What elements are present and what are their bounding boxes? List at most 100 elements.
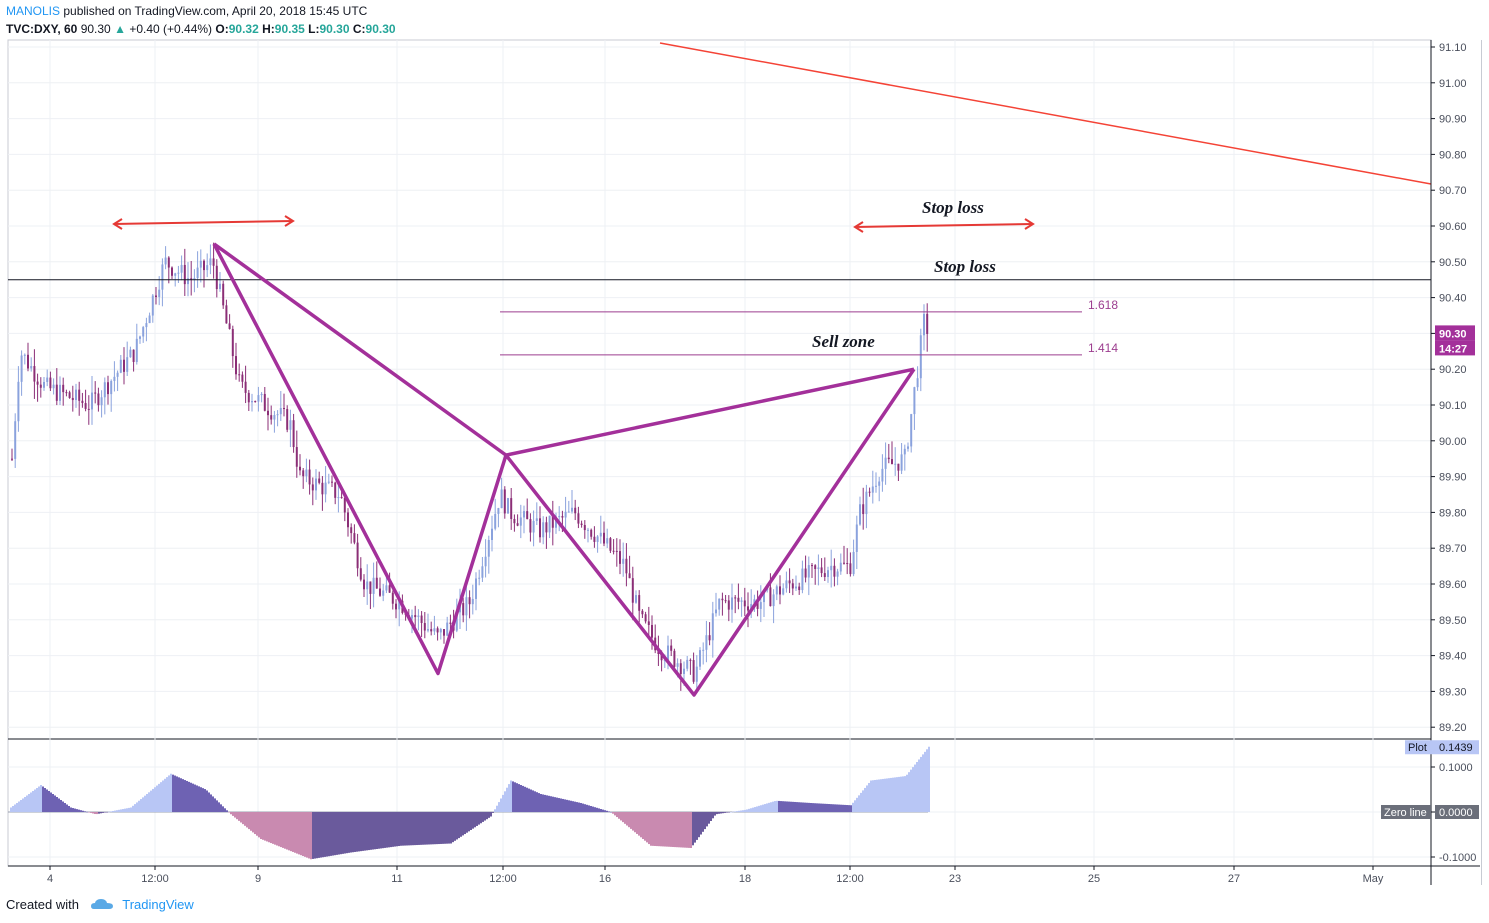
histogram-bar — [560, 798, 562, 812]
histogram-bar — [428, 812, 430, 845]
candle-body — [881, 468, 884, 482]
candle-body — [119, 359, 122, 373]
candle-body — [398, 600, 401, 610]
tradingview-link[interactable]: TradingView — [122, 897, 194, 912]
candle-body — [388, 585, 391, 593]
histogram-bar — [426, 812, 428, 845]
histogram-bar — [410, 812, 412, 846]
candle-body — [641, 610, 644, 615]
histogram-bar — [894, 777, 896, 812]
histogram-bar — [598, 808, 600, 812]
histogram-bar — [354, 812, 356, 852]
histogram-bar — [684, 812, 686, 848]
histogram-bar — [232, 812, 234, 816]
histogram-bar — [56, 797, 58, 812]
histogram-bar — [280, 812, 282, 848]
histogram-bar — [30, 792, 32, 812]
histogram-bar — [720, 812, 722, 814]
y-tick-label: 89.70 — [1439, 543, 1467, 555]
candle-body — [135, 338, 138, 362]
candle-body — [315, 478, 317, 491]
grid — [7, 39, 1432, 867]
histogram-bar — [532, 790, 534, 812]
histogram-bar — [674, 812, 676, 848]
candle-body — [228, 323, 231, 329]
histogram-bar — [548, 795, 550, 812]
histogram-bar — [112, 810, 114, 812]
histogram-bar — [356, 812, 358, 852]
candle-body — [75, 389, 77, 401]
candle-body — [347, 512, 349, 528]
candle-body — [782, 588, 785, 595]
histogram-bar — [722, 812, 724, 814]
x-tick-label: 12:00 — [141, 873, 169, 885]
histogram-bar — [902, 776, 904, 812]
histogram-bar — [926, 749, 928, 812]
histogram-bar — [678, 812, 680, 848]
histogram-bar — [556, 797, 558, 812]
candle-body — [491, 528, 493, 541]
pattern-bd-line[interactable] — [505, 367, 915, 457]
histogram-bar — [594, 807, 596, 812]
histogram-bar — [258, 812, 260, 838]
histogram-bar — [890, 777, 892, 812]
x-tick-label: 4 — [47, 873, 53, 885]
histogram-bar — [688, 812, 690, 848]
histogram-bar — [172, 774, 174, 812]
zero-line-badge — [1381, 805, 1431, 819]
histogram-bar — [514, 782, 516, 812]
histogram-bar — [746, 809, 748, 812]
histogram-bar — [436, 812, 438, 845]
oscillator-histogram — [8, 746, 930, 860]
range-arrow-left[interactable] — [113, 220, 294, 225]
candle-body — [705, 635, 708, 650]
histogram-bar — [828, 804, 830, 812]
candle-body — [55, 384, 58, 401]
candle-body — [561, 516, 564, 518]
histogram-bar — [320, 812, 322, 858]
y-tick-label: 90.50 — [1439, 257, 1467, 269]
candle-body — [27, 354, 29, 369]
candle-body — [279, 408, 282, 415]
histogram-bar — [478, 812, 480, 825]
range-arrow-right[interactable] — [854, 223, 1034, 228]
histogram-bar — [772, 801, 774, 812]
histogram-bar — [342, 812, 344, 854]
histogram-bar — [774, 801, 776, 812]
candle-body — [244, 381, 247, 393]
histogram-bar — [44, 788, 46, 812]
histogram-bar — [252, 812, 254, 833]
histogram-bar — [484, 812, 486, 821]
drawings[interactable]: 1.618 1.414 Stop loss Stop loss Sell zone — [8, 42, 1432, 697]
candle-body — [500, 489, 503, 509]
histogram-bar — [40, 785, 42, 812]
histogram-bar — [908, 772, 910, 812]
author-link[interactable]: MANOLIS — [6, 4, 61, 18]
candle-body — [215, 265, 218, 290]
candle-body — [647, 621, 650, 625]
last-price-badge — [1435, 325, 1475, 341]
histogram-bar — [570, 800, 572, 812]
histogram-bar — [374, 812, 376, 850]
histogram-bar — [224, 808, 226, 812]
histogram-bar — [460, 812, 462, 837]
candle-body — [65, 392, 68, 394]
pattern-xb-line[interactable] — [212, 242, 508, 457]
sub-y-tick-label: -0.1000 — [1439, 852, 1476, 864]
candle-body — [327, 481, 330, 483]
candle-body — [180, 264, 183, 273]
histogram-bar — [730, 812, 732, 813]
histogram-bar — [334, 812, 336, 856]
histogram-bar — [388, 812, 390, 848]
candle-body — [33, 366, 36, 382]
resistance-trendline[interactable] — [659, 42, 1432, 185]
histogram-bar — [474, 812, 476, 828]
candle-body — [609, 538, 612, 551]
candle-body — [334, 482, 337, 498]
histogram-bar — [456, 812, 458, 840]
histogram-bar — [144, 795, 146, 812]
candle-body — [68, 392, 71, 398]
histogram-bar — [116, 810, 118, 812]
candle-body — [302, 470, 305, 477]
